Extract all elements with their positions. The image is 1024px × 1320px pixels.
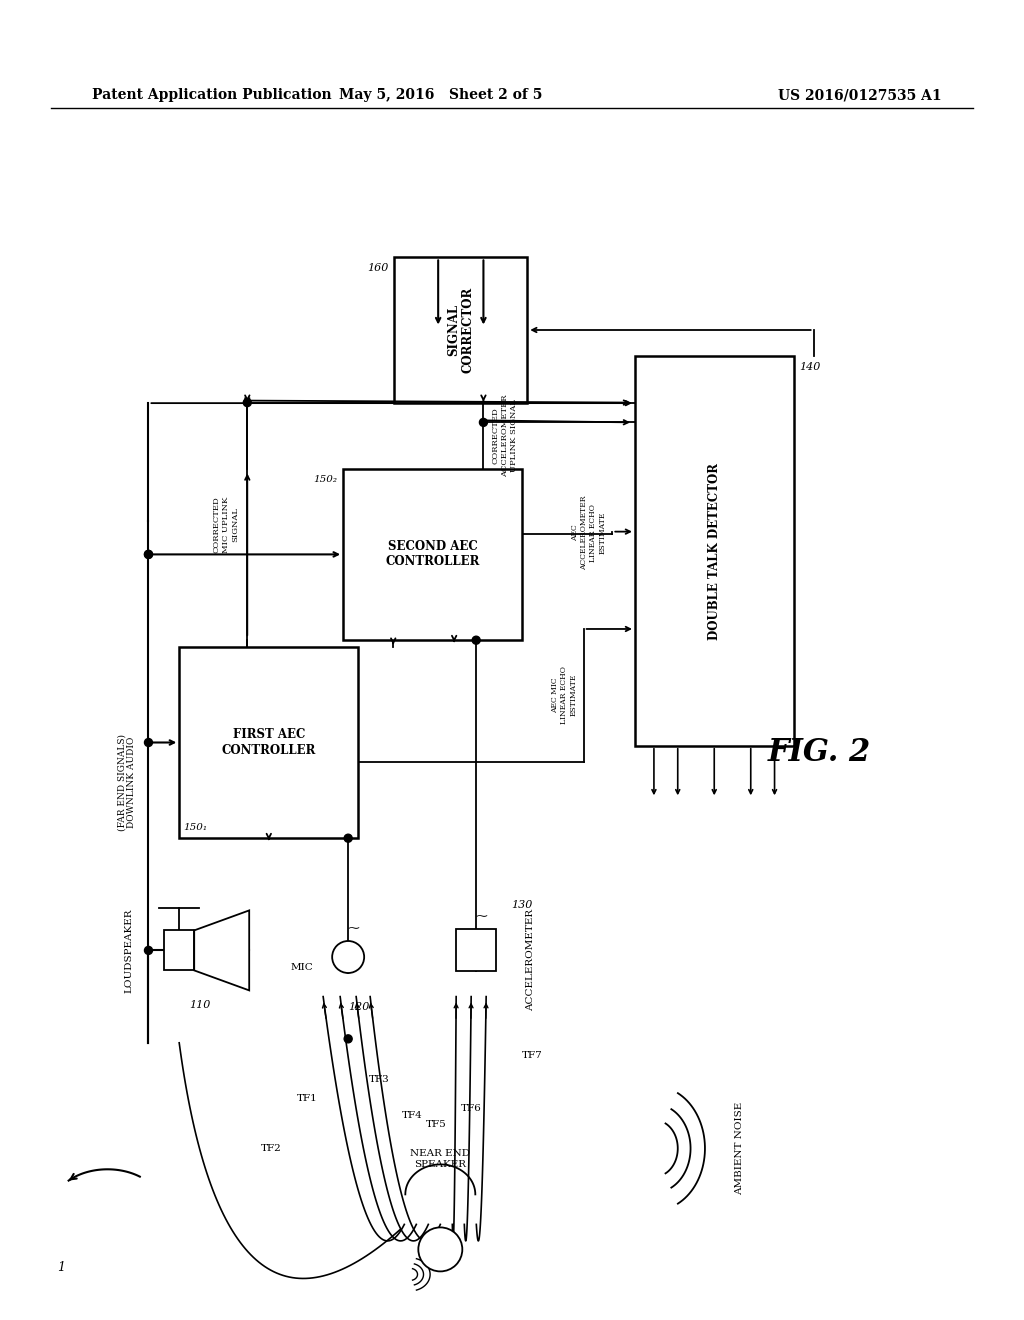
Text: NEAR END
SPEAKER: NEAR END SPEAKER bbox=[411, 1150, 470, 1168]
Text: (FAR END SIGNALS)
DOWNLINK AUDIO: (FAR END SIGNALS) DOWNLINK AUDIO bbox=[117, 734, 136, 830]
Text: MIC: MIC bbox=[291, 962, 313, 972]
Circle shape bbox=[144, 738, 153, 747]
Circle shape bbox=[419, 1228, 462, 1271]
Text: TF3: TF3 bbox=[369, 1076, 389, 1084]
Circle shape bbox=[472, 636, 480, 644]
Bar bbox=[179, 647, 358, 838]
Text: AEC MIC
LINEAR ECHO
ESTIMATE: AEC MIC LINEAR ECHO ESTIMATE bbox=[551, 667, 578, 725]
Text: CORRECTED
ACCELEROMETER
UPLINK SIGNAL: CORRECTED ACCELEROMETER UPLINK SIGNAL bbox=[492, 395, 518, 477]
Text: TF2: TF2 bbox=[261, 1144, 282, 1152]
Text: SIGNAL
CORRECTOR: SIGNAL CORRECTOR bbox=[446, 286, 475, 374]
Text: 150₂: 150₂ bbox=[313, 475, 337, 483]
Circle shape bbox=[144, 550, 153, 558]
Text: 120: 120 bbox=[348, 1002, 370, 1012]
Circle shape bbox=[479, 418, 487, 426]
Text: FIRST AEC
CONTROLLER: FIRST AEC CONTROLLER bbox=[221, 729, 316, 756]
Text: 110: 110 bbox=[189, 1001, 211, 1010]
Circle shape bbox=[144, 550, 153, 558]
Text: SECOND AEC
CONTROLLER: SECOND AEC CONTROLLER bbox=[385, 540, 480, 569]
Circle shape bbox=[344, 834, 352, 842]
Text: TF1: TF1 bbox=[297, 1094, 317, 1102]
Bar bbox=[343, 469, 522, 640]
Text: 130: 130 bbox=[511, 900, 532, 911]
Text: 160: 160 bbox=[367, 264, 388, 273]
Text: 140: 140 bbox=[800, 363, 821, 372]
Text: DOUBLE TALK DETECTOR: DOUBLE TALK DETECTOR bbox=[708, 462, 721, 640]
Circle shape bbox=[344, 1035, 352, 1043]
Text: AMBIENT NOISE: AMBIENT NOISE bbox=[735, 1102, 744, 1195]
Text: Patent Application Publication: Patent Application Publication bbox=[92, 88, 332, 102]
Polygon shape bbox=[195, 911, 249, 990]
Text: CORRECTED
MIC UPLINK
SIGNAL: CORRECTED MIC UPLINK SIGNAL bbox=[213, 496, 240, 553]
Circle shape bbox=[144, 946, 153, 954]
Bar bbox=[394, 257, 527, 403]
Circle shape bbox=[244, 399, 251, 407]
Text: 1: 1 bbox=[57, 1261, 66, 1274]
Text: FIG. 2: FIG. 2 bbox=[768, 737, 870, 768]
Text: US 2016/0127535 A1: US 2016/0127535 A1 bbox=[778, 88, 942, 102]
Bar bbox=[456, 929, 497, 972]
Circle shape bbox=[332, 941, 365, 973]
Bar bbox=[635, 356, 794, 746]
Text: TF7: TF7 bbox=[522, 1052, 543, 1060]
Text: ACCELEROMETER: ACCELEROMETER bbox=[526, 909, 536, 1011]
Text: 150₁: 150₁ bbox=[183, 824, 207, 832]
Bar bbox=[164, 931, 195, 970]
Text: AEC
ACCELEROMETER
LINEAR ECHO
ESTIMATE: AEC ACCELEROMETER LINEAR ECHO ESTIMATE bbox=[570, 495, 606, 570]
Text: ~: ~ bbox=[474, 907, 488, 924]
Text: TF5: TF5 bbox=[426, 1121, 446, 1129]
Text: ~: ~ bbox=[346, 919, 360, 936]
Text: TF6: TF6 bbox=[461, 1105, 481, 1113]
Text: May 5, 2016   Sheet 2 of 5: May 5, 2016 Sheet 2 of 5 bbox=[339, 88, 542, 102]
Text: TF4: TF4 bbox=[402, 1111, 423, 1119]
Text: LOUDSPEAKER: LOUDSPEAKER bbox=[125, 908, 134, 993]
